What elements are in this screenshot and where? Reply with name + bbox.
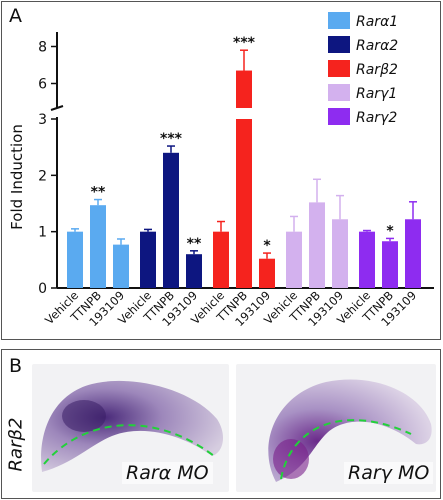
bar [259, 258, 275, 288]
y-tick-label: 8 [38, 40, 47, 56]
axis-break-mark [50, 105, 64, 111]
significance-label: * [263, 238, 271, 254]
legend-swatch [328, 12, 350, 29]
panel-a-letter: A [9, 5, 22, 27]
bar [213, 231, 229, 288]
bar [359, 231, 375, 288]
embryo-illustration-2 [268, 379, 432, 482]
panel-a: A 0 1 2 3 6 8 Fold Induction Vehicle ** TTNPB 1931… [1, 1, 441, 340]
significance-label: *** [233, 35, 256, 51]
bar [163, 152, 179, 288]
legend-swatch [328, 108, 350, 125]
bar [332, 219, 348, 288]
legend-label: Rarγ1 [356, 86, 397, 102]
y-tick-label: 3 [38, 112, 47, 128]
significance-label: ** [91, 185, 106, 201]
y-axis-label: Fold Induction [8, 124, 26, 230]
caption-rara-mo-text: Rarα MO [126, 462, 209, 484]
bar-upper [236, 70, 252, 108]
bar [140, 231, 156, 288]
legend-label: Rarβ2 [356, 62, 398, 78]
legend-label: Rarα1 [356, 14, 398, 30]
caption-rara-mo: Rarα MO [122, 462, 213, 484]
bar [67, 231, 83, 288]
bar [405, 219, 421, 288]
legend-label: Rarγ2 [356, 110, 397, 126]
embryo-image-rara-mo [32, 364, 229, 492]
legend-label: Rarα2 [356, 38, 398, 54]
bar [309, 202, 325, 288]
bar [286, 231, 302, 288]
y-tick-label: 2 [38, 168, 47, 184]
bar [90, 205, 106, 288]
legend-swatch [328, 36, 350, 53]
legend-swatch [328, 84, 350, 101]
bar [382, 241, 398, 288]
bar [186, 254, 202, 288]
significance-label: * [386, 223, 394, 239]
embryo-illustration-1 [41, 380, 224, 472]
bar [113, 244, 129, 288]
significance-label: ** [187, 236, 202, 252]
side-label-text: Rarβ2 [5, 417, 27, 472]
significance-label: *** [160, 131, 183, 147]
y-tick-label: 1 [38, 225, 47, 241]
side-label: Rarβ2 [6, 412, 27, 472]
caption-rarg-mo: Rarγ MO [344, 462, 434, 484]
panel-b: B Rarβ2 [1, 349, 441, 499]
legend-swatch [328, 60, 350, 77]
panel-b-letter: B [9, 355, 23, 377]
y-tick-label: 6 [38, 77, 47, 93]
bar [236, 119, 252, 288]
caption-rarg-mo-text: Rarγ MO [348, 462, 430, 484]
y-tick-label: 0 [38, 281, 47, 297]
